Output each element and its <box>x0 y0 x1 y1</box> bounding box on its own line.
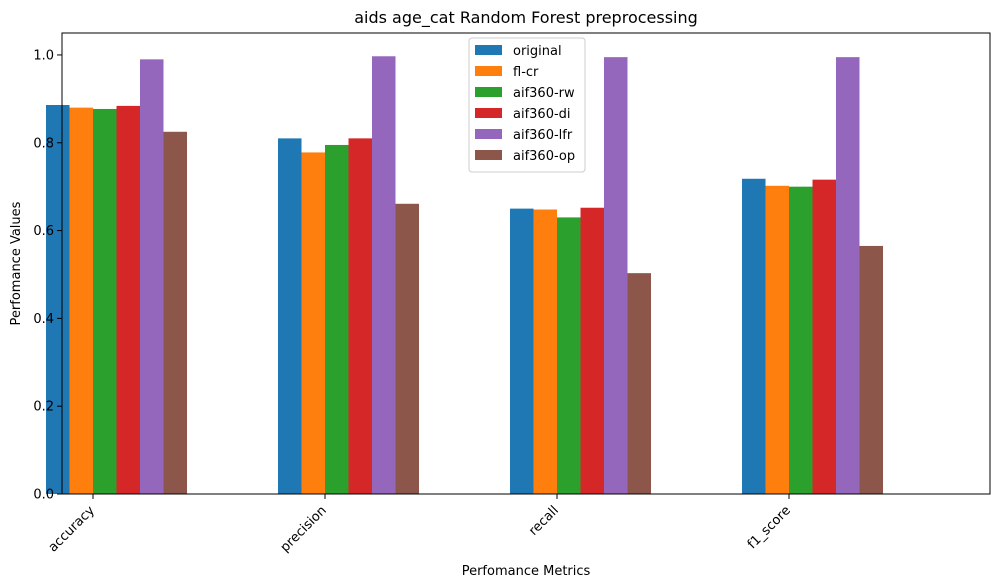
bar-original-f1_score <box>742 178 766 495</box>
legend-swatch-aif360-lfr <box>475 129 502 139</box>
legend-label-aif360-rw: aif360-rw <box>513 86 575 101</box>
legend-swatch-aif360-rw <box>475 87 502 97</box>
bar-aif360-di-recall <box>580 207 605 494</box>
legend-swatch-aif360-di <box>475 108 502 118</box>
bar-original-precision <box>278 138 302 494</box>
y-axis-label: Perfomance Values <box>9 201 24 325</box>
legend-label-fl-cr: fl-cr <box>513 65 539 80</box>
bar-aif360-op-f1_score <box>859 245 884 494</box>
bar-aif360-lfr-accuracy <box>140 59 164 494</box>
bars-group <box>46 56 884 495</box>
legend-label-aif360-op: aif360-op <box>513 149 575 164</box>
y-tick-label: 0.8 <box>33 136 54 151</box>
bar-fl-cr-precision <box>301 152 326 494</box>
bar-fl-cr-f1_score <box>765 185 790 494</box>
y-tick-label: 0.2 <box>33 400 54 415</box>
bar-fl-cr-recall <box>533 209 558 495</box>
y-tick-label: 1.0 <box>33 48 54 63</box>
y-tick-label: 0.6 <box>33 224 54 239</box>
chart-title: aids age_cat Random Forest preprocessing <box>354 8 698 28</box>
x-axis-label: Perfomance Metrics <box>462 564 591 579</box>
bar-original-recall <box>510 208 534 494</box>
bar-aif360-op-accuracy <box>163 131 188 495</box>
bar-aif360-rw-accuracy <box>93 108 117 495</box>
y-tick-label: 0.4 <box>33 312 54 327</box>
legend-label-original: original <box>513 44 562 59</box>
legend-label-aif360-di: aif360-di <box>513 107 571 122</box>
legend-swatch-aif360-op <box>475 150 502 160</box>
legend-label-aif360-lfr: aif360-lfr <box>513 128 573 143</box>
bar-aif360-lfr-precision <box>372 56 396 494</box>
legend-swatch-fl-cr <box>475 66 502 76</box>
y-axis: 0.0 0.2 0.4 0.6 0.8 1.0 <box>33 48 62 503</box>
bar-aif360-op-recall <box>627 273 652 494</box>
legend-swatch-original <box>475 45 502 55</box>
legend: original fl-cr aif360-rw aif360-di aif360-lf… <box>468 37 586 173</box>
bar-fl-cr-accuracy <box>69 107 94 494</box>
bar-aif360-lfr-f1_score <box>836 57 860 495</box>
bar-aif360-rw-f1_score <box>789 186 813 494</box>
y-tick-label: 0.0 <box>33 488 54 503</box>
bar-aif360-rw-recall <box>557 217 581 494</box>
bar-aif360-lfr-recall <box>604 57 628 495</box>
bar-aif360-di-precision <box>348 138 373 494</box>
bar-aif360-di-f1_score <box>812 179 837 494</box>
bar-aif360-rw-precision <box>325 144 349 494</box>
bar-original-accuracy <box>46 105 70 494</box>
bar-aif360-op-precision <box>395 203 420 494</box>
bar-aif360-di-accuracy <box>116 105 141 495</box>
plot-frame <box>61 32 991 495</box>
